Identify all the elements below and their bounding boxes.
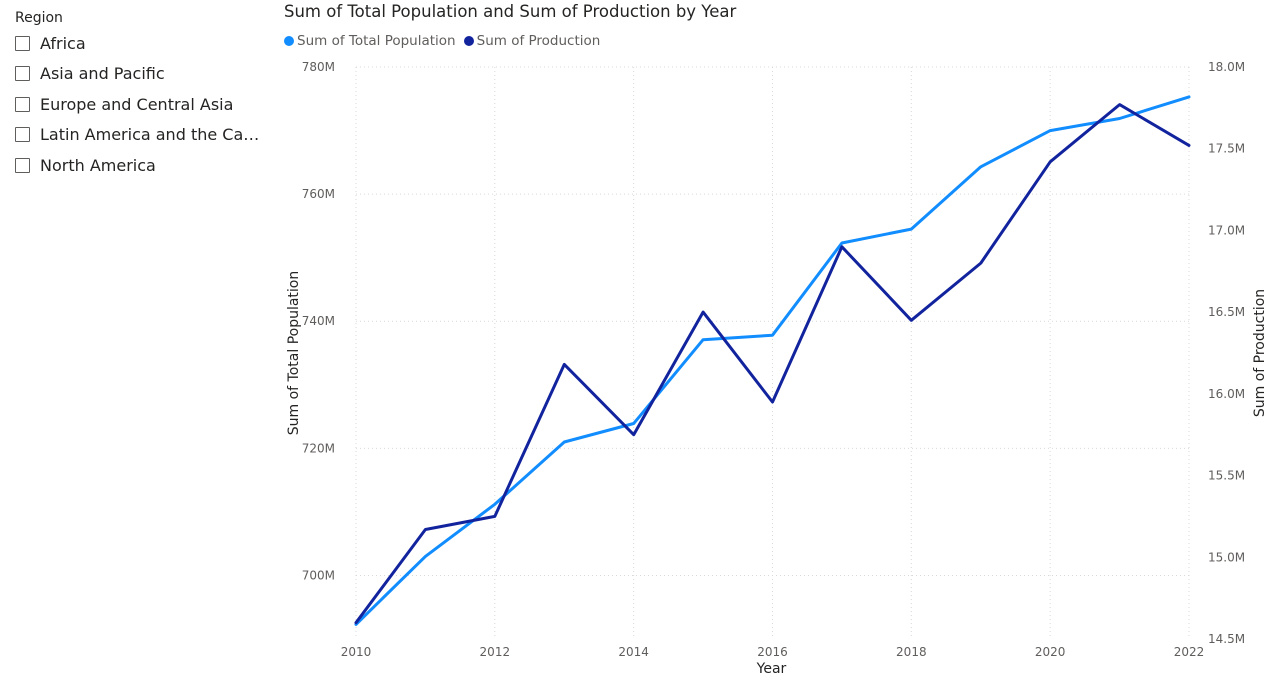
y-tick-label: 720M: [302, 441, 335, 455]
y2-tick-label: 16.0M: [1208, 387, 1245, 401]
x-tick-label: 2020: [1035, 645, 1066, 659]
y-tick-label: 740M: [302, 314, 335, 328]
slicer-item-north-america[interactable]: North America: [15, 150, 270, 181]
x-tick-label: 2012: [480, 645, 511, 659]
x-tick-label: 2014: [618, 645, 649, 659]
slicer-item-asia-and-pacific[interactable]: Asia and Pacific: [15, 59, 270, 90]
x-tick-label: 2018: [896, 645, 927, 659]
legend-item-production[interactable]: Sum of Production: [463, 33, 601, 49]
chart-title: Sum of Total Population and Sum of Produ…: [284, 2, 737, 21]
y-axis-title: Sum of Total Population: [286, 271, 302, 436]
checkbox[interactable]: [15, 127, 30, 143]
y2-tick-label: 18.0M: [1208, 60, 1245, 74]
legend-item-population[interactable]: Sum of Total Population: [284, 33, 456, 49]
x-tick-label: 2016: [757, 645, 788, 659]
region-slicer: Region Africa Asia and Pacific Europe an…: [15, 8, 270, 181]
checkbox[interactable]: [15, 35, 30, 51]
legend-marker-population: [284, 36, 294, 46]
series-line-population: [354, 95, 1191, 626]
y-tick-label: 760M: [302, 187, 335, 201]
y2-tick-label: 17.0M: [1208, 223, 1245, 237]
x-axis-title: Year: [756, 661, 787, 677]
y2-axis-title: Sum of Production: [1252, 289, 1268, 417]
y2-tick-label: 15.5M: [1208, 469, 1245, 483]
legend-label-population: Sum of Total Population: [297, 33, 456, 49]
legend-label-production: Sum of Production: [476, 33, 601, 49]
slicer-item-europe-and-central-asia[interactable]: Europe and Central Asia: [15, 89, 270, 120]
y2-tick-label: 16.5M: [1208, 305, 1245, 319]
x-tick-label: 2022: [1174, 645, 1205, 659]
y2-tick-label: 15.0M: [1208, 550, 1245, 564]
chart-legend: Sum of Total Population Sum of Productio…: [284, 33, 608, 49]
checkbox[interactable]: [15, 157, 30, 173]
y2-tick-label: 14.5M: [1208, 632, 1245, 646]
slicer-title: Region: [15, 10, 63, 26]
y2-tick-label: 17.5M: [1208, 142, 1245, 156]
legend-marker-production: [463, 36, 474, 46]
series-line-production: [354, 103, 1191, 625]
y-tick-label: 780M: [302, 60, 335, 74]
y-tick-label: 700M: [302, 568, 335, 582]
x-tick-label: 2010: [341, 645, 372, 659]
slicer-item-latin-america[interactable]: Latin America and the Carib...: [15, 120, 270, 151]
checkbox[interactable]: [15, 66, 30, 82]
slicer-item-africa[interactable]: Africa: [15, 28, 270, 59]
checkbox[interactable]: [15, 96, 30, 112]
